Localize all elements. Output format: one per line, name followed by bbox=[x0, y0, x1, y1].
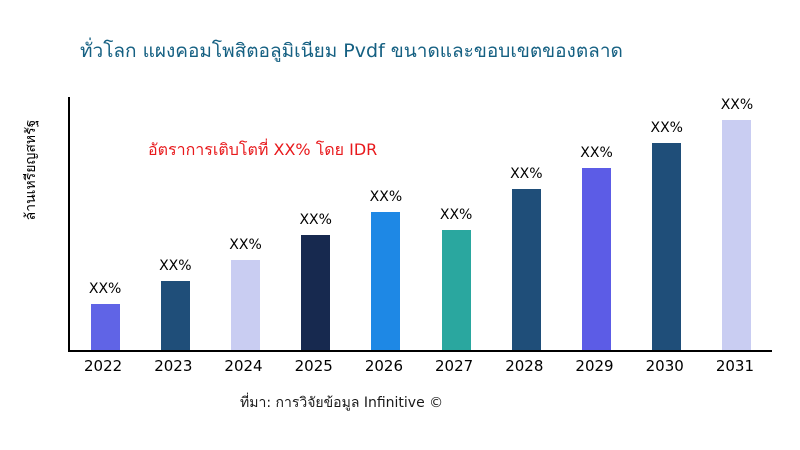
bar-value-label-2022: XX% bbox=[88, 281, 122, 297]
bar-value-label-2030: XX% bbox=[650, 120, 683, 136]
bar-2026 bbox=[371, 212, 401, 350]
x-tick-2025: 2025 bbox=[294, 357, 333, 375]
bar-value-label-2024: XX% bbox=[229, 237, 262, 253]
bar-column-2027: XX% bbox=[421, 97, 491, 350]
bar-value-label-2023: XX% bbox=[159, 258, 192, 274]
x-tick-2022: 2022 bbox=[84, 357, 123, 375]
x-tick-2026: 2026 bbox=[364, 357, 403, 375]
bar-column-2023: XX% bbox=[140, 97, 210, 350]
bar-value-label-2031: XX% bbox=[720, 97, 754, 113]
x-tick-2029: 2029 bbox=[575, 357, 614, 375]
bar-column-2024: XX% bbox=[210, 97, 280, 350]
bar-2022 bbox=[90, 304, 120, 350]
bar-2024 bbox=[231, 260, 260, 350]
bars-container: XX% XX% XX% XX% XX% XX% XX% XX% XX% XX% bbox=[70, 97, 772, 350]
x-tick-2030: 2030 bbox=[645, 357, 684, 375]
growth-rate-annotation: อัตราการเติบโตที่ XX% โดย IDR bbox=[148, 140, 378, 159]
bar-value-label-2027: XX% bbox=[439, 207, 473, 223]
bar-column-2030: XX% bbox=[632, 97, 702, 350]
plot-area: XX% XX% XX% XX% XX% XX% XX% XX% XX% XX% bbox=[68, 97, 772, 352]
y-axis-label: ล้านเหรียญสหรัฐ bbox=[23, 119, 39, 221]
bar-2023 bbox=[160, 281, 190, 350]
bar-column-2025: XX% bbox=[281, 97, 351, 350]
bar-value-label-2028: XX% bbox=[510, 166, 543, 182]
bar-2031 bbox=[722, 120, 752, 350]
bar-column-2031: XX% bbox=[702, 97, 772, 350]
bar-2028 bbox=[511, 189, 541, 350]
x-tick-2028: 2028 bbox=[505, 357, 544, 375]
bar-2027 bbox=[441, 230, 471, 350]
bar-2025 bbox=[301, 235, 331, 350]
bar-column-2029: XX% bbox=[561, 97, 631, 350]
source-caption: ที่มา: การวิจัยข้อมูล Infinitive © bbox=[240, 395, 444, 411]
bar-value-label-2025: XX% bbox=[299, 212, 332, 228]
x-tick-2024: 2024 bbox=[224, 357, 263, 375]
chart-title: ทั่วโลก แผงคอมโพสิตอลูมิเนียม Pvdf ขนาดแ… bbox=[80, 40, 623, 62]
x-tick-2031: 2031 bbox=[715, 357, 755, 375]
bar-value-label-2029: XX% bbox=[580, 145, 613, 161]
x-axis-ticks: 2022 2023 2024 2025 2026 2027 2028 2029 2030 2031 bbox=[68, 357, 770, 375]
bar-2030 bbox=[652, 143, 682, 350]
bar-column-2026: XX% bbox=[351, 97, 421, 350]
bar-column-2022: XX% bbox=[70, 97, 140, 350]
bar-column-2028: XX% bbox=[491, 97, 561, 350]
bar-2029 bbox=[582, 168, 612, 350]
x-tick-2023: 2023 bbox=[154, 357, 193, 375]
x-tick-2027: 2027 bbox=[435, 357, 474, 375]
bar-value-label-2026: XX% bbox=[369, 189, 403, 205]
